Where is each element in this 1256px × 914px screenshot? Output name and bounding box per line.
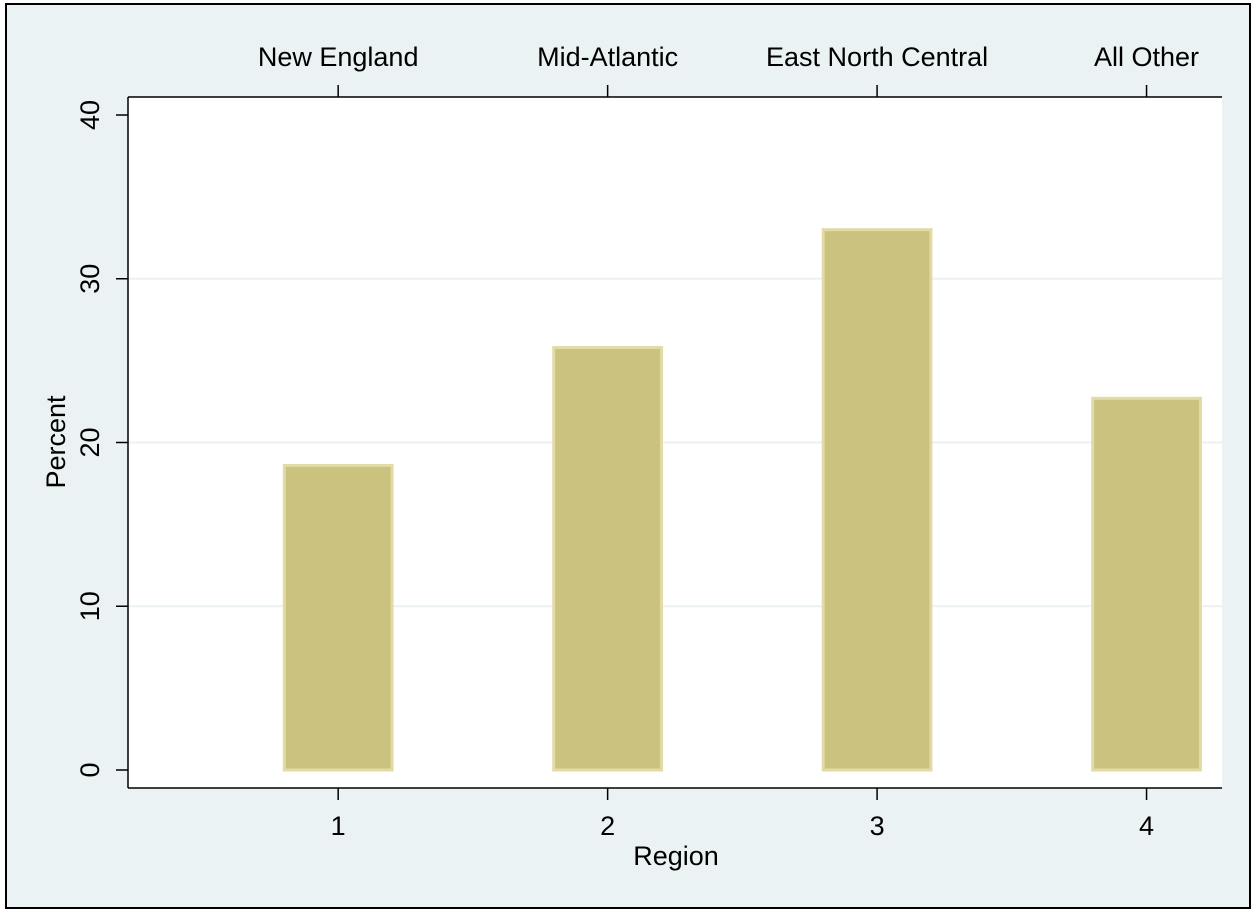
y-tick-label: 20 [75, 427, 105, 457]
y-tick-label: 0 [75, 762, 105, 777]
y-tick-label: 40 [75, 100, 105, 130]
bar [282, 463, 394, 772]
y-tick-label: 10 [75, 591, 105, 621]
top-label: All Other [1094, 42, 1199, 72]
x-tick-label: 3 [870, 811, 885, 841]
top-label: East North Central [766, 42, 988, 72]
bar [821, 228, 933, 772]
x-axis-label: Region [633, 841, 719, 871]
x-tick-label: 2 [600, 811, 615, 841]
x-tick-label: 1 [331, 811, 346, 841]
bar [552, 346, 664, 772]
y-axis-label: Percent [41, 395, 71, 489]
top-label: Mid-Atlantic [537, 42, 678, 72]
y-tick-label: 30 [75, 264, 105, 294]
bar [1091, 396, 1202, 772]
x-tick-label: 4 [1139, 811, 1154, 841]
top-label: New England [258, 42, 419, 72]
